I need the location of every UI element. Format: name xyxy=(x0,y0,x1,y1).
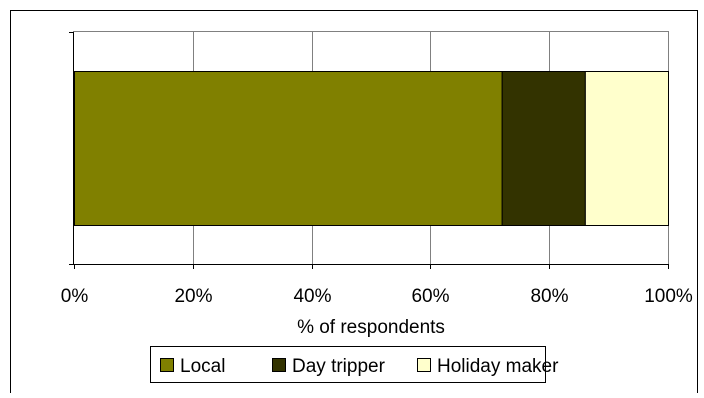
x-tick-labels: 0% 20% 40% 60% 80% 100% xyxy=(61,286,693,307)
bar-segments xyxy=(74,71,670,226)
legend-swatch-local xyxy=(160,358,174,372)
legend-swatch-day-tripper xyxy=(272,358,286,372)
x-tick-label: 20% xyxy=(174,286,212,307)
legend-swatch-holiday-maker xyxy=(417,358,431,372)
x-tick-label: 60% xyxy=(411,286,449,307)
legend-label-day-tripper: Day tripper xyxy=(292,356,386,377)
axes xyxy=(69,32,669,269)
x-tick-label: 40% xyxy=(293,286,331,307)
bar-segment-holiday-maker xyxy=(584,71,670,226)
x-axis-title: % of respondents xyxy=(297,317,445,338)
x-tick-label: 0% xyxy=(61,286,89,307)
bar-segment-local xyxy=(74,71,503,226)
x-tick-label: 100% xyxy=(644,286,693,307)
legend-label-local: Local xyxy=(180,356,225,377)
legend: Local Day tripper Holiday maker xyxy=(160,356,559,377)
x-tick-label: 80% xyxy=(530,286,568,307)
legend-box xyxy=(150,346,546,383)
legend-label-holiday-maker: Holiday maker xyxy=(437,356,559,377)
bar-segment-day-tripper xyxy=(501,71,586,226)
